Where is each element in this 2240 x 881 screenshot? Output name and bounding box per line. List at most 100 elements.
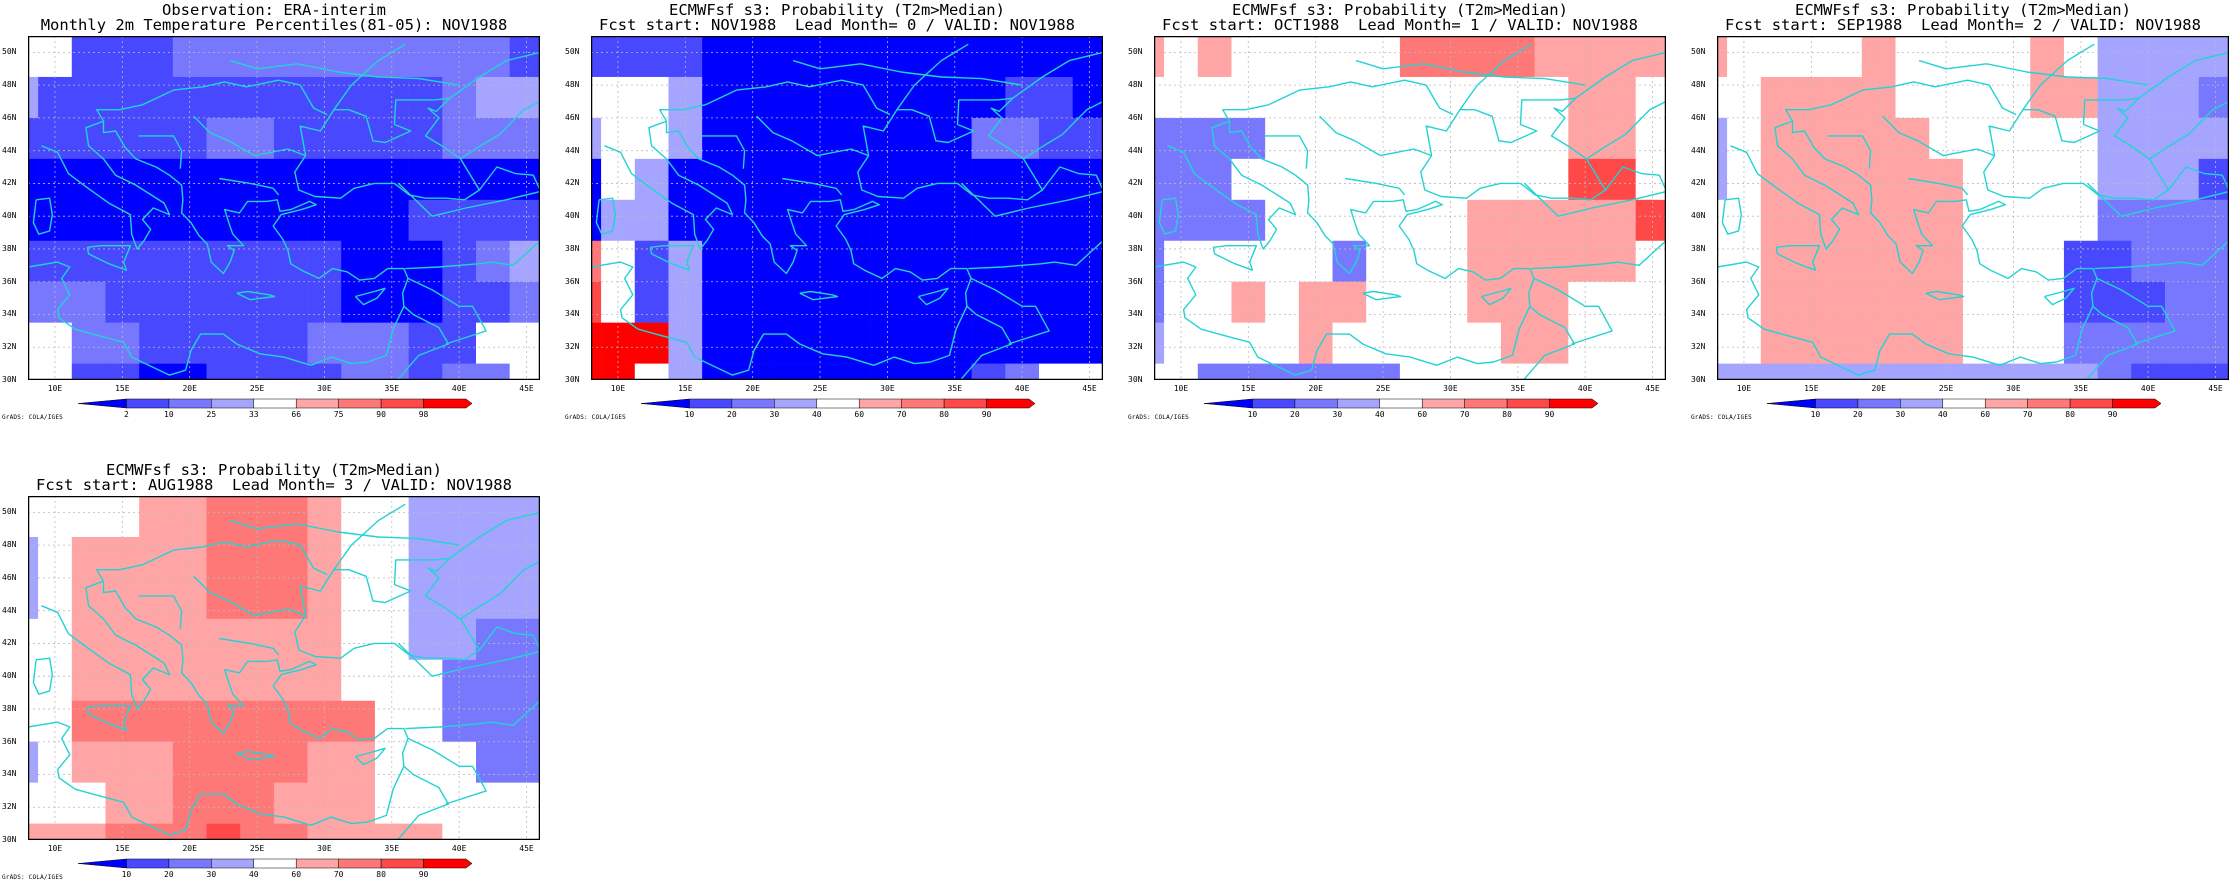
coastline [449, 51, 540, 99]
x-tick-label: 45E [1645, 384, 1660, 393]
grid-cell [374, 659, 409, 702]
grid-cell [836, 363, 871, 380]
coastline [1212, 244, 1258, 271]
coastline [649, 244, 695, 271]
grads-credit: GrADS: COLA/IGES [1128, 414, 1189, 421]
y-tick-label: 40N [565, 211, 580, 221]
coastline [396, 765, 450, 840]
x-tick-label: 25E [249, 384, 265, 393]
colorbar-segment [126, 398, 170, 409]
colorbar [78, 858, 472, 869]
grid-cell [476, 240, 510, 283]
grid-cell [38, 659, 73, 702]
grid-cell [509, 741, 540, 783]
grid-cell [71, 496, 106, 538]
grid-cell [1534, 240, 1569, 283]
grid-cell [2030, 322, 2065, 364]
y-tick-label: 38N [1691, 243, 1706, 253]
grid-cell [206, 76, 241, 119]
grid-cell [105, 199, 140, 242]
coastline [1012, 51, 1103, 99]
grid-cell [1399, 76, 1434, 119]
grid-cell [341, 577, 376, 620]
grid-cell [735, 158, 770, 201]
grid-cell [442, 618, 477, 661]
grid-cell [2198, 199, 2229, 242]
grid-cell [1534, 281, 1569, 323]
grid-cell [1895, 240, 1930, 283]
grid-cell [1828, 158, 1863, 201]
coastline [1791, 121, 2098, 366]
grid-cell [476, 618, 510, 661]
grid-cell [2165, 158, 2199, 201]
grads-credit: GrADS: COLA/IGES [2, 414, 63, 421]
grid-cell [1760, 281, 1795, 323]
grid-cell [1717, 117, 1728, 160]
colorbar-segment [986, 398, 1035, 409]
grid-cell [634, 322, 669, 364]
grid-cell [28, 240, 39, 283]
y-tick-label: 42N [565, 178, 580, 188]
colorbar [1767, 398, 2161, 409]
grid-cell [2097, 281, 2132, 323]
coastline [1925, 290, 1965, 301]
coastline [1480, 287, 1512, 306]
colorbar-label: 30 [1332, 410, 1343, 419]
grid-cell [591, 36, 602, 78]
grid-cell [139, 577, 174, 620]
grid-cell [442, 659, 477, 702]
coastline [1533, 277, 1613, 345]
coastline [294, 97, 481, 201]
colorbar-segment [2069, 398, 2113, 409]
grid-cell [341, 496, 376, 538]
grid-cell [139, 363, 174, 380]
colorbar-segment [423, 398, 472, 409]
coastline [193, 115, 306, 157]
grid-cell [1602, 76, 1636, 119]
grid-cell [240, 158, 275, 201]
grid-cell [870, 158, 905, 201]
coastline [1775, 244, 1821, 271]
grid-cell [1635, 281, 1666, 323]
grid-cell [803, 199, 838, 242]
colorbar-segment [774, 398, 818, 409]
grid-cell [240, 199, 275, 242]
grid-cell [904, 240, 939, 283]
coastline [1604, 166, 1666, 191]
grid-cell [1828, 363, 1863, 380]
grid-cell [904, 322, 939, 364]
y-tick-label: 44N [2, 145, 17, 155]
grid-cell [1828, 281, 1863, 323]
grid-cell [1197, 199, 1232, 242]
colorbar-segment [943, 398, 987, 409]
coastline [229, 519, 460, 546]
grid-cell [408, 199, 443, 242]
coastline [219, 177, 280, 196]
grid-cell [71, 823, 106, 840]
grid-cell [904, 117, 939, 160]
grid-cell [2097, 240, 2132, 283]
panel-subtitle: Fcst start: OCT1988 Lead Month= 1 / VALI… [1162, 16, 1638, 34]
map-frame [1717, 36, 2229, 380]
grid-cell [971, 117, 1006, 160]
grid-cell [28, 741, 39, 783]
colorbar-label: 20 [1290, 410, 1300, 419]
coastline [405, 700, 540, 730]
grid-cell [139, 618, 174, 661]
grid-cell [1760, 363, 1795, 380]
grid-cell [476, 741, 510, 783]
grid-cell [1072, 199, 1103, 242]
grid-cell [307, 618, 342, 661]
grid-cell [1072, 363, 1103, 380]
colorbar-segment [168, 398, 212, 409]
grid-cell [591, 76, 602, 119]
grid-cell [273, 158, 308, 201]
grid-cell [408, 659, 443, 702]
x-tick-label: 10E [610, 384, 626, 393]
grid-cell [2030, 76, 2065, 119]
grid-cell [668, 158, 703, 201]
grid-cell [408, 363, 443, 380]
grid-cell [476, 823, 510, 840]
colorbar-segment [78, 858, 127, 869]
colorbar-segment [253, 398, 297, 409]
